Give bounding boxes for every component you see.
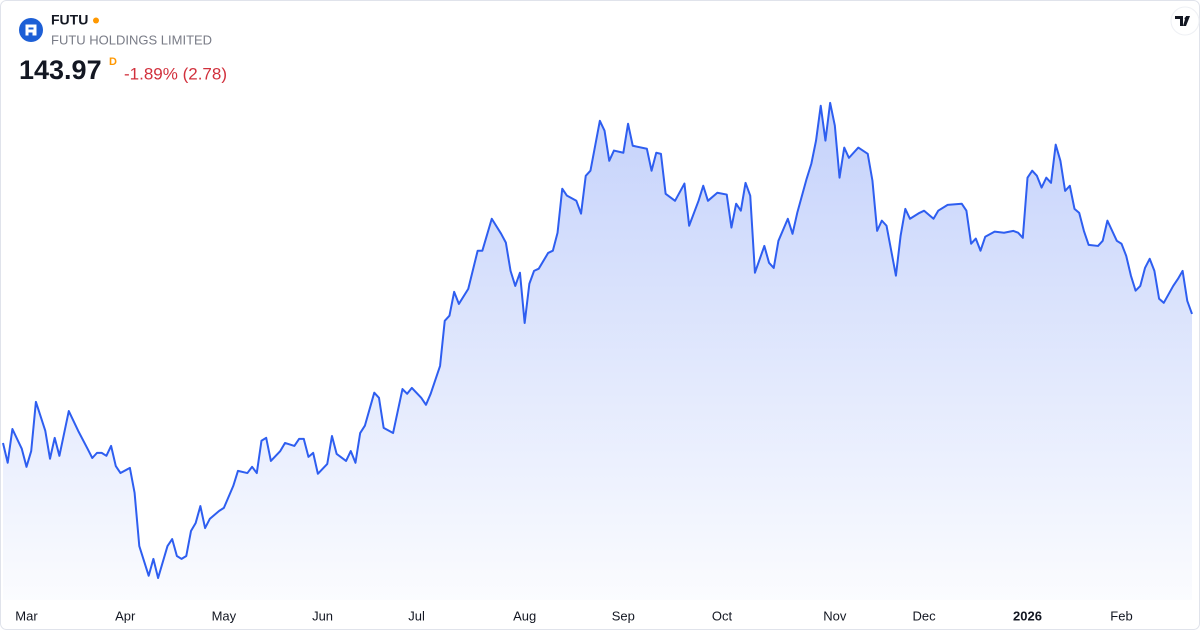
x-tick-label: Jul	[408, 608, 425, 623]
x-tick-label: Dec	[913, 608, 937, 623]
price-line	[2, 101, 1193, 579]
interval: D	[109, 56, 117, 68]
x-tick-label: Mar	[15, 608, 38, 623]
x-tick-label: Oct	[712, 608, 733, 623]
x-tick-label: Nov	[823, 608, 847, 623]
symbol: FUTU	[51, 12, 88, 28]
price: 143.97	[19, 55, 102, 85]
x-tick-label: Jun	[312, 608, 333, 623]
status-dot	[93, 17, 99, 24]
logo-icon	[25, 24, 37, 36]
x-tick-label: May	[212, 608, 237, 623]
company-name: FUTU HOLDINGS LIMITED	[51, 32, 212, 47]
x-tick-label: Apr	[115, 608, 136, 623]
x-tick-label: Sep	[612, 608, 635, 623]
x-tick-label: Aug	[513, 608, 536, 623]
x-tick-label: 2026	[1013, 608, 1042, 623]
price-change: -1.89% (2.78)	[124, 64, 227, 83]
x-tick-label: Feb	[1110, 608, 1132, 623]
brand-logo	[1170, 6, 1200, 36]
area-fill	[3, 102, 1192, 600]
plot-area: Mar Apr May Jun Jul Aug Sep Oct Nov Dec 2026 Feb	[2, 101, 1193, 623]
